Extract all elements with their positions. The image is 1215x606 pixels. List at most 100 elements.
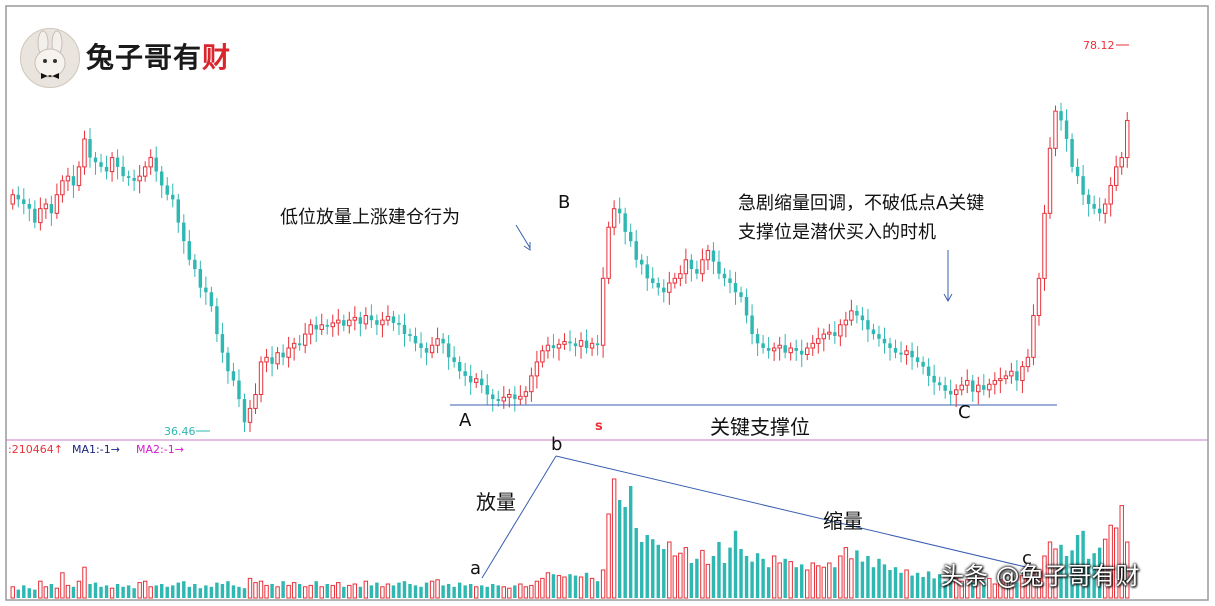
candle-body <box>744 296 749 316</box>
volume-bar <box>457 582 462 598</box>
candle-body <box>104 166 109 172</box>
left-note-arrowhead <box>523 242 531 251</box>
volume-bar <box>385 583 391 599</box>
volume-bar <box>578 576 584 599</box>
candle-body <box>369 315 374 321</box>
candle-body <box>611 208 617 228</box>
volume-bar <box>871 567 876 598</box>
volume-bar <box>137 582 142 599</box>
point-label-c-lower: c <box>1022 548 1032 569</box>
volume-expand-label: 放量 <box>476 490 516 514</box>
candle-body <box>584 340 589 349</box>
volume-bar <box>171 585 175 598</box>
volume-bar <box>441 585 445 598</box>
candle-body <box>513 394 517 400</box>
candle-body <box>1108 184 1113 205</box>
volume-bar <box>1113 527 1119 599</box>
candle-body <box>678 273 683 279</box>
volume-bar <box>750 561 754 598</box>
candle-body <box>33 208 37 223</box>
candle-body <box>910 350 914 358</box>
volume-bar <box>319 586 324 599</box>
volume-bar <box>562 576 567 599</box>
volume-bar <box>1064 556 1069 598</box>
volume-bar <box>1086 558 1091 598</box>
volume-bar <box>336 582 341 599</box>
volume-bar <box>220 584 225 598</box>
volume-bars <box>10 478 1130 599</box>
candle-body <box>982 385 986 390</box>
volume-bar <box>640 542 644 598</box>
candle-body <box>766 348 771 351</box>
volume-bar <box>888 570 892 598</box>
candle-body <box>1113 166 1119 186</box>
candle-body <box>705 249 711 261</box>
volume-bar <box>766 567 771 598</box>
volume-bar <box>121 586 125 598</box>
candle-body <box>176 199 180 223</box>
candle-body <box>65 175 71 182</box>
volume-bar <box>1081 530 1085 598</box>
point-label-b-upper: B <box>558 192 571 213</box>
candle-body <box>253 393 258 409</box>
volume-bar <box>358 586 363 598</box>
volume-bar <box>540 577 545 599</box>
support-line-label: 关键支撑位 <box>710 415 810 439</box>
candle-body <box>810 342 815 349</box>
volume-bar <box>534 580 540 599</box>
volume-bar <box>165 586 169 598</box>
volume-bar <box>325 584 329 598</box>
candle-body <box>783 345 787 353</box>
volume-bar <box>501 586 507 599</box>
candle-body <box>275 352 280 365</box>
candle-body <box>1020 366 1025 382</box>
volume-bar <box>198 588 203 598</box>
volume-bar <box>154 585 158 598</box>
volume-bar <box>182 581 186 598</box>
volume-bar <box>915 572 920 598</box>
candle-body <box>154 157 158 172</box>
volume-bar <box>1125 541 1130 599</box>
candle-body <box>115 157 120 167</box>
left-note: 低位放量上涨建仓行为 <box>280 207 460 228</box>
candle-body <box>413 335 418 344</box>
candle-body <box>827 331 832 335</box>
candle-body <box>672 277 678 284</box>
volume-bar <box>485 586 489 598</box>
volume-bar <box>606 513 611 599</box>
candle-body <box>193 259 197 270</box>
volume-bar <box>551 574 556 598</box>
volume-bar <box>330 584 335 599</box>
candle-body <box>987 383 992 391</box>
candle-body <box>645 264 649 279</box>
volume-bar <box>595 581 600 598</box>
volume-bar <box>452 586 456 598</box>
volume-bar <box>662 549 666 598</box>
volume-bar <box>904 569 909 599</box>
candle-body <box>160 171 164 186</box>
volume-bar <box>705 563 711 599</box>
candle-body <box>402 324 407 335</box>
volume-bar <box>480 585 484 598</box>
candle-body <box>656 282 660 288</box>
candle-body <box>1009 370 1014 377</box>
volume-bar <box>1108 524 1113 599</box>
volume-bar <box>408 584 412 598</box>
candle-body <box>800 350 804 355</box>
volume-bar <box>1047 541 1053 599</box>
candle-body <box>1081 176 1085 195</box>
volume-bar <box>700 549 705 599</box>
volume-bar <box>877 558 881 598</box>
candle-body <box>788 347 793 354</box>
candle-body <box>1125 119 1130 159</box>
candle-body <box>446 343 451 358</box>
volume-bar <box>314 581 318 598</box>
candle-body <box>308 324 313 335</box>
candle-body <box>1015 371 1019 381</box>
candle-body <box>1036 277 1042 317</box>
candle-body <box>805 347 810 356</box>
volume-bar <box>926 571 931 598</box>
candle-body <box>860 315 865 321</box>
candle-body <box>556 343 562 349</box>
volume-bar <box>1020 575 1025 599</box>
